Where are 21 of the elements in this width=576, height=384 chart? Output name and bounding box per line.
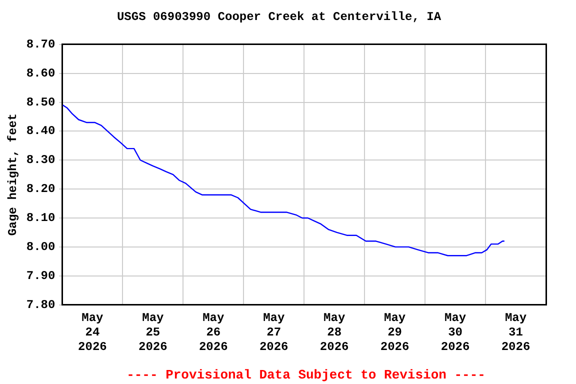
x-tick-label: May 30 2026 — [440, 311, 470, 354]
y-tick-label: 8.40 — [26, 124, 56, 138]
y-tick-label: 8.20 — [26, 182, 56, 196]
y-tick-label: 8.50 — [26, 95, 56, 110]
y-axis-title: Gage height, feet — [6, 113, 20, 236]
y-tick-label: 7.90 — [26, 268, 56, 283]
x-tick-label: May 24 2026 — [78, 311, 107, 354]
y-tick-label: 8.70 — [26, 37, 56, 52]
x-tick-label: May 29 2026 — [380, 311, 410, 354]
y-tick-label: 8.60 — [26, 66, 56, 80]
x-tick-label: May 27 2026 — [259, 311, 288, 354]
y-tick-label: 7.80 — [26, 298, 56, 312]
x-tick-label: May 28 2026 — [320, 311, 349, 354]
y-tick-label: 8.30 — [26, 153, 56, 168]
x-tick-label: May 26 2026 — [198, 311, 228, 354]
text: ---- Provisional Data Subject to Revision ---- — [126, 367, 486, 382]
y-tick-label: 8.00 — [26, 240, 56, 254]
chart-title: USGS 06903990 Cooper Creek at Centerville, IA — [116, 10, 442, 24]
x-tick-label: May 25 2026 — [138, 311, 168, 354]
x-tick-label: May 31 2026 — [501, 311, 530, 354]
y-tick-label: 8.10 — [26, 211, 56, 226]
